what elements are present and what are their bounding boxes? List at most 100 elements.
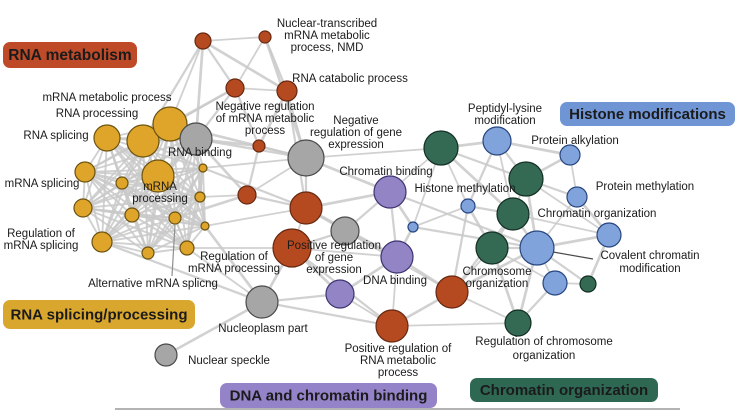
label-negative-regulation-of-mrna-metabolic-process: of mRNA metabolic bbox=[216, 113, 315, 125]
edge-y12-y14 bbox=[147, 225, 206, 254]
label-regulation-of-mrna-splicing: Regulation of bbox=[7, 228, 76, 240]
label-protein-methylation: Protein methylation bbox=[596, 181, 694, 193]
label-covalent-chromatin-modification: Covalent chromatin bbox=[600, 250, 699, 262]
badge-histone-modifications-background bbox=[560, 102, 735, 126]
edge-y14-g1 bbox=[147, 138, 197, 254]
node-gr6 bbox=[579, 275, 597, 293]
label-mrna-processing: mRNA bbox=[143, 181, 177, 193]
edge-r9-gr5 bbox=[391, 322, 519, 327]
label-histone-methylation: Histone methylation bbox=[415, 183, 516, 195]
label-chromatin-organization-label: Chromatin organization bbox=[538, 208, 657, 220]
label-positive-regulation-of-rna-metabolic-process: Positive regulation of bbox=[345, 343, 453, 355]
label-nucleoplasm-part: Nucleoplasm part bbox=[218, 323, 308, 335]
node-b6 bbox=[596, 222, 622, 248]
label-regulation-of-chromosome-organization: organization bbox=[513, 350, 576, 362]
node-y14 bbox=[141, 246, 155, 260]
edge-g4-g5 bbox=[164, 300, 264, 357]
label-regulation-of-mrna-splicing: mRNA splicing bbox=[4, 240, 79, 252]
node-regulation-of-mrna-splicing bbox=[91, 231, 113, 253]
edge-y11-y14 bbox=[147, 217, 176, 254]
edge-y7-y14 bbox=[147, 167, 204, 254]
node-mrna-splicing bbox=[74, 161, 96, 183]
edge-g2-g1 bbox=[194, 137, 308, 160]
label-nuclear-transcribed-nmd: Nuclear-transcribed bbox=[277, 18, 377, 30]
node-chromatin-organization bbox=[496, 197, 530, 231]
badge-histone-modifications: Histone modifications bbox=[560, 102, 735, 126]
label-nuclear-speckle: Nuclear speckle bbox=[188, 355, 270, 367]
edge-y13-g1 bbox=[101, 138, 197, 243]
node-regulation-of-mrna-processing bbox=[179, 240, 195, 256]
label-rna-processing: RNA processing bbox=[56, 108, 138, 120]
badge-histone-modifications-label: Histone modifications bbox=[569, 106, 726, 123]
edge-g4-y13 bbox=[100, 240, 264, 304]
label-mrna-metabolic-process: mRNA metabolic process bbox=[42, 92, 171, 104]
node-gr1 bbox=[423, 130, 459, 166]
node-nucleoplasm-part bbox=[245, 285, 279, 319]
label-protein-alkylation: Protein alkylation bbox=[531, 135, 619, 147]
node-y5 bbox=[115, 176, 129, 190]
edge-g2-gr1 bbox=[305, 147, 442, 159]
node-gr2 bbox=[508, 161, 544, 197]
node-y7 bbox=[198, 163, 208, 173]
node-y12 bbox=[200, 221, 210, 231]
label-positive-regulation-of-gene-expression: Positive regulation bbox=[287, 240, 381, 252]
node-r10 bbox=[435, 275, 469, 309]
node-b5 bbox=[407, 221, 419, 233]
node-dna-binding bbox=[380, 240, 414, 274]
label-covalent-chromatin-modification: modification bbox=[619, 263, 680, 275]
edge-p1-b7 bbox=[388, 190, 539, 250]
node-r5 bbox=[252, 139, 266, 153]
badge-rna-metabolism: RNA metabolism bbox=[3, 42, 137, 68]
node-negative-regulation-of-mrna-metabolic-process bbox=[225, 78, 245, 98]
node-rna-catabolic-process bbox=[276, 80, 298, 102]
edge-r1-r4 bbox=[201, 39, 289, 93]
edge-y11-y13 bbox=[101, 217, 176, 243]
edge-y9-g1 bbox=[82, 138, 197, 209]
label-regulation-of-mrna-processing: mRNA processing bbox=[188, 263, 280, 275]
node-mrna-metabolic-process bbox=[152, 106, 188, 142]
node-negative-regulation-of-gene-expression bbox=[287, 139, 325, 177]
badge-dna-and-chromatin-binding-label: DNA and chromatin binding bbox=[230, 387, 428, 404]
label-pointer-line-0 bbox=[171, 224, 176, 277]
edge-b4-b5 bbox=[412, 205, 469, 228]
edge-r1-r2 bbox=[202, 36, 266, 42]
node-rna-splicing bbox=[93, 124, 121, 152]
badge-rna-splicing-processing: RNA splicing/processing bbox=[3, 300, 195, 329]
edge-b5-b7 bbox=[411, 225, 539, 250]
node-positive-regulation-of-gene-expression bbox=[272, 228, 312, 268]
node-alternative-mrna-splicing bbox=[168, 211, 182, 225]
label-chromatin-binding: Chromatin binding bbox=[339, 166, 432, 178]
node-nuclear-speckle bbox=[154, 343, 178, 367]
label-nuclear-transcribed-nmd: mRNA metabolic bbox=[284, 30, 370, 42]
edge-y10-y15 bbox=[131, 214, 188, 249]
node-positive-regulation-of-rna-metabolic-process bbox=[375, 309, 409, 343]
label-regulation-of-chromosome-organization: Regulation of chromosome bbox=[475, 336, 612, 348]
badge-rna-splicing-processing-label: RNA splicing/processing bbox=[11, 306, 188, 323]
node-r1 bbox=[194, 32, 212, 50]
node-histone-methylation bbox=[460, 198, 476, 214]
node-g3 bbox=[330, 216, 360, 246]
node-mrna-processing bbox=[141, 159, 175, 193]
node-nuclear-transcribed-mrna-metabolic-process-nmd bbox=[258, 30, 272, 44]
node-b8 bbox=[542, 270, 568, 296]
badge-rna-metabolism-label: RNA metabolism bbox=[8, 47, 131, 64]
label-negative-regulation-of-gene-expression: Negative bbox=[333, 115, 378, 127]
node-rna-binding bbox=[179, 122, 213, 156]
node-chromosome-organization bbox=[475, 231, 509, 265]
label-rna-binding: RNA binding bbox=[168, 147, 232, 159]
label-alternative-mrna-splicing: Alternative mRNA splicng bbox=[88, 278, 218, 290]
node-r7 bbox=[289, 191, 323, 225]
label-peptidyl-lysine-modification: Peptidyl-lysine bbox=[468, 103, 542, 115]
edge-r2-r3 bbox=[234, 36, 266, 89]
node-rna-processing bbox=[126, 124, 160, 158]
label-negative-regulation-of-gene-expression: regulation of gene bbox=[310, 127, 402, 139]
label-mrna-splicing: mRNA splicing bbox=[5, 178, 80, 190]
label-negative-regulation-of-mrna-metabolic-process: Negative regulation bbox=[215, 101, 314, 113]
node-y9 bbox=[73, 198, 93, 218]
node-covalent-chromatin-modification bbox=[519, 230, 555, 266]
edge-r7-y12 bbox=[204, 207, 307, 227]
edge-r9-g4 bbox=[260, 300, 394, 328]
edge-r3-r5 bbox=[233, 86, 261, 148]
